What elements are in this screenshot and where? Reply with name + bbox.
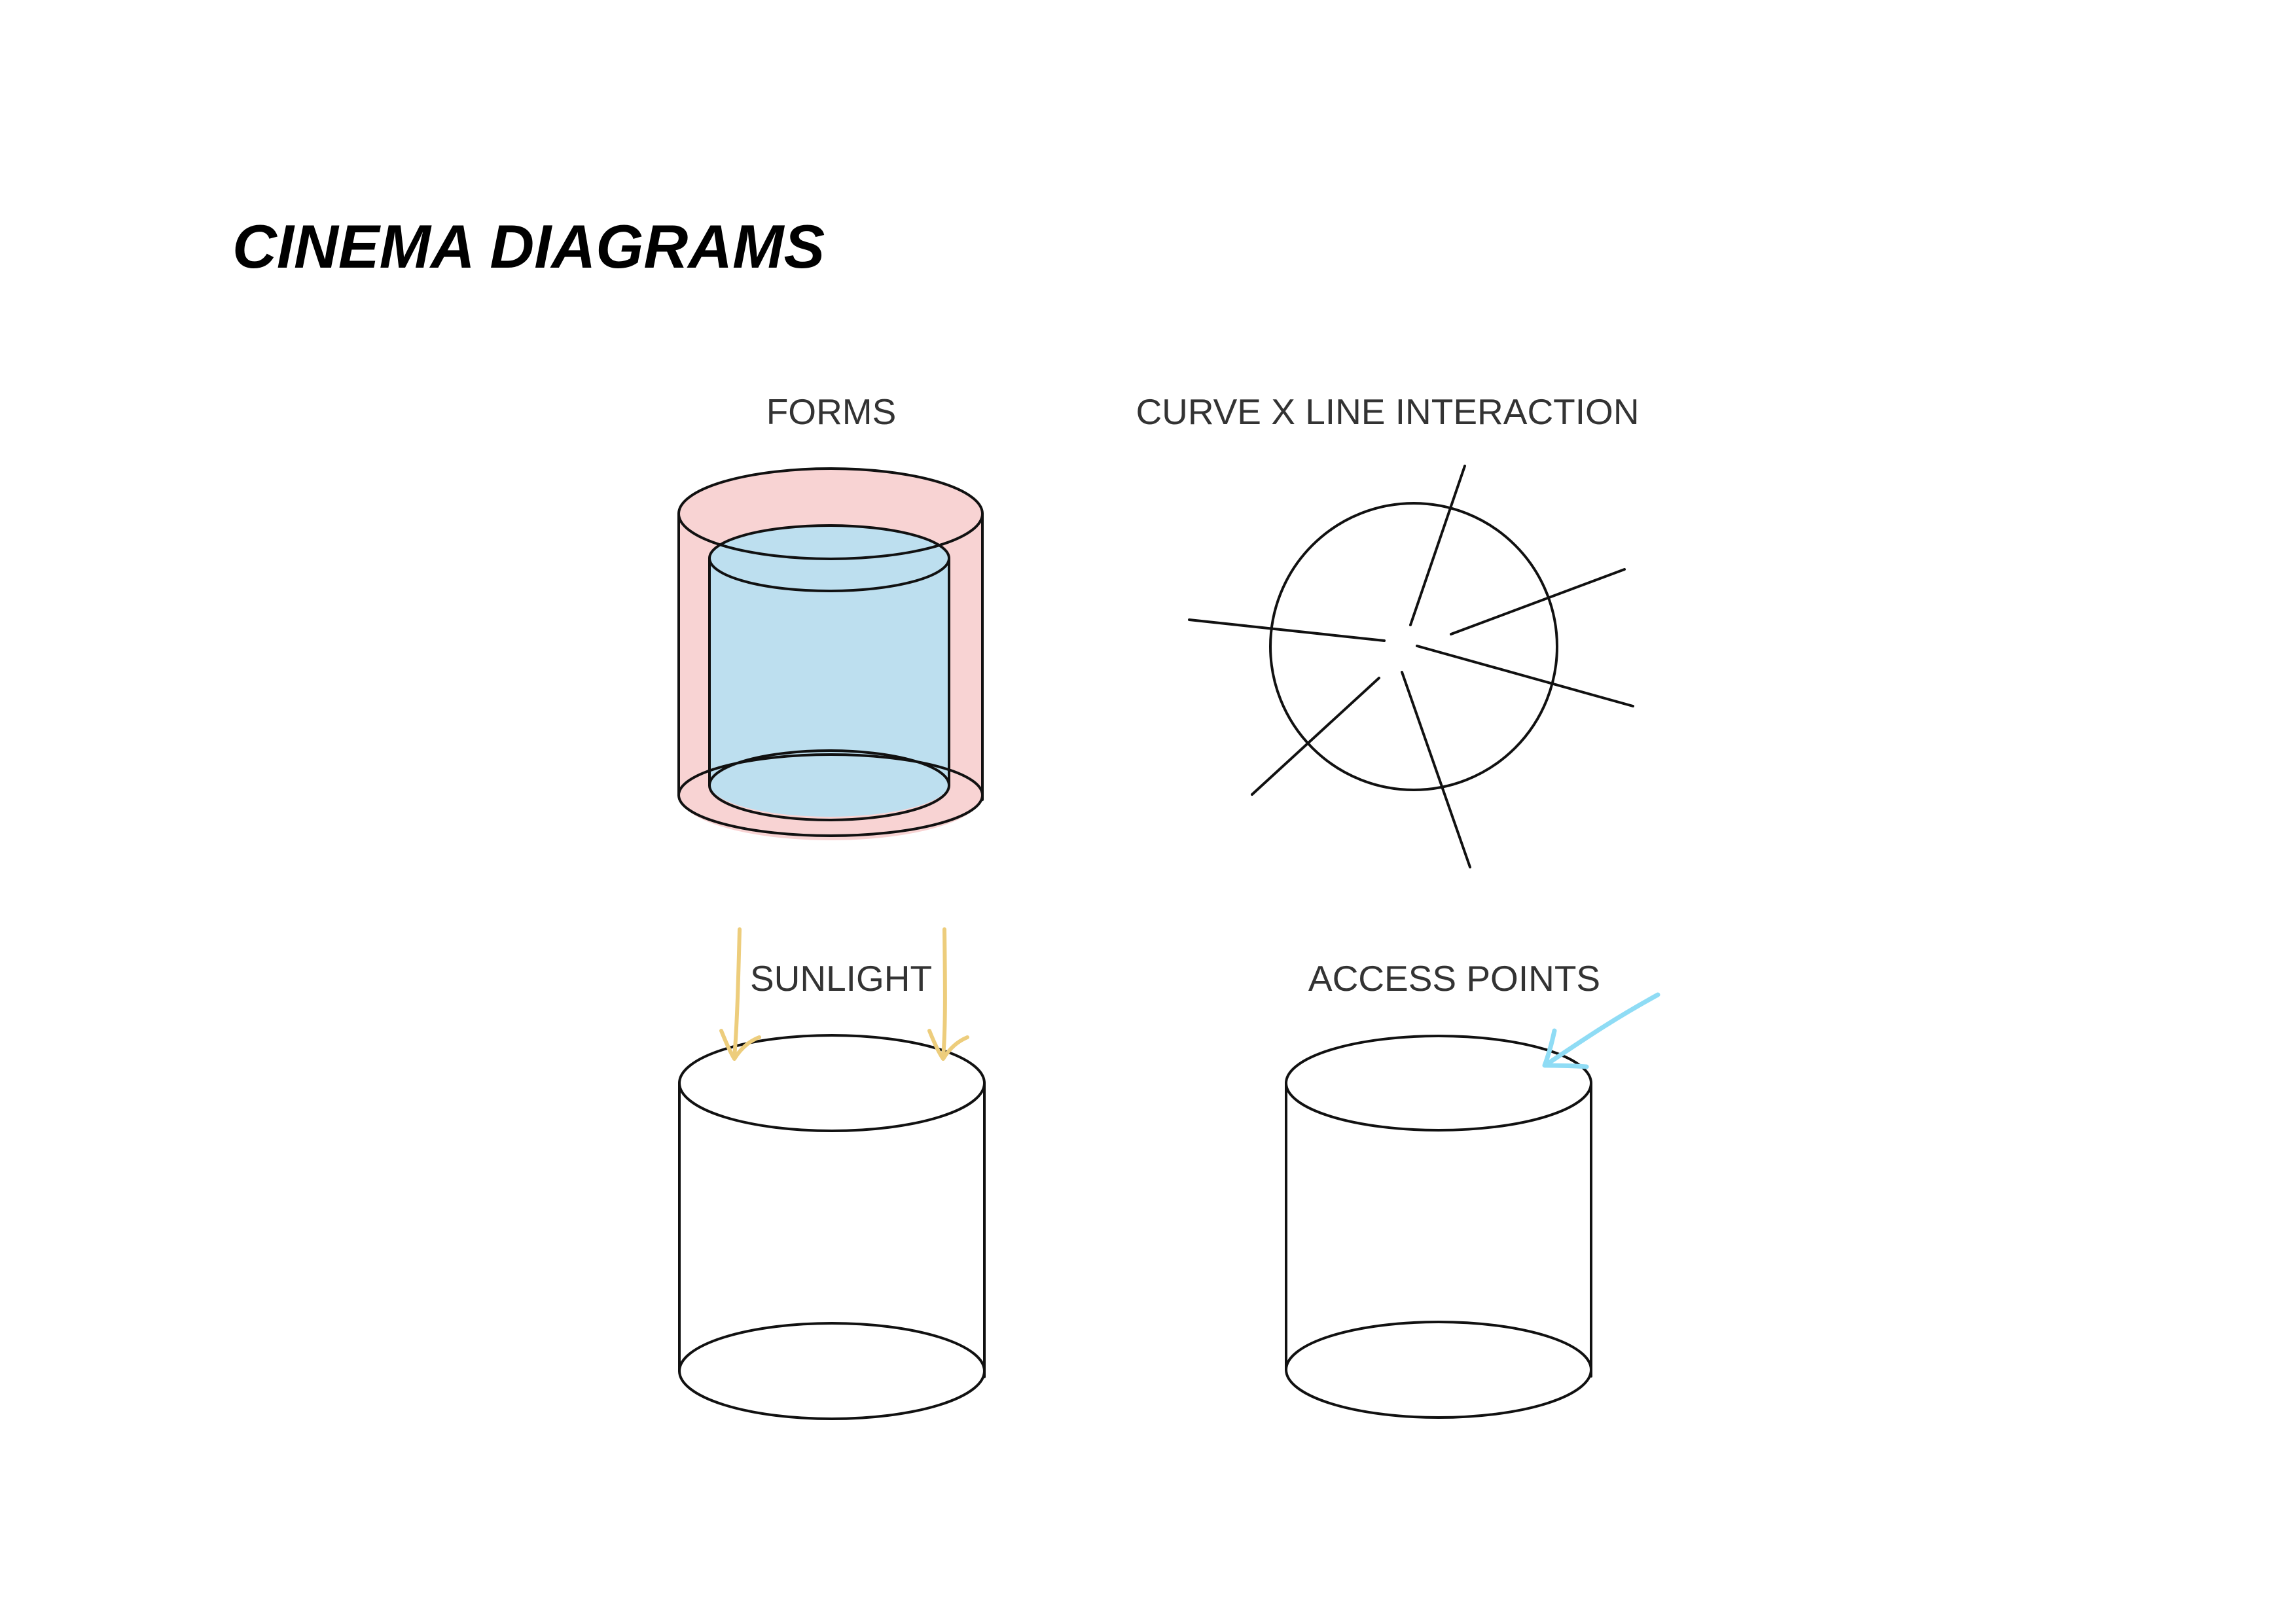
radial-line-right: [1416, 645, 1634, 707]
access-arrow: [1542, 992, 1660, 1069]
sunlight-label: SUNLIGHT: [749, 958, 933, 999]
outer-cylinder-base: [677, 753, 984, 837]
access-cylinder-top: [1285, 1035, 1592, 1132]
sunlight-diagram: [678, 927, 986, 1420]
access-cylinder-base: [1285, 1321, 1592, 1419]
access-points-diagram: [1285, 992, 1660, 1419]
curve-line-interaction-label: CURVE X LINE INTERACTION: [1136, 391, 1640, 432]
access-points-label: ACCESS POINTS: [1308, 958, 1601, 999]
forms-label: FORMS: [766, 391, 897, 432]
sunlight-arrow-left: [719, 927, 761, 1061]
central-circle: [1269, 502, 1558, 791]
radial-line-left: [1188, 618, 1386, 642]
radial-line-lower-left: [1251, 677, 1380, 796]
inner-cylinder-fill: [709, 526, 949, 817]
forms-diagram: [677, 467, 984, 840]
page-title: CINEMA DIAGRAMS: [232, 212, 825, 281]
radial-line-top: [1409, 465, 1466, 626]
sunlight-cylinder-base: [678, 1322, 986, 1420]
inner-cylinder-base: [708, 749, 950, 821]
radial-line-bottom: [1401, 671, 1471, 868]
curve-line-diagram: [1188, 465, 1634, 868]
sunlight-arrow-right: [927, 927, 969, 1061]
radial-line-upper-right: [1450, 568, 1626, 635]
